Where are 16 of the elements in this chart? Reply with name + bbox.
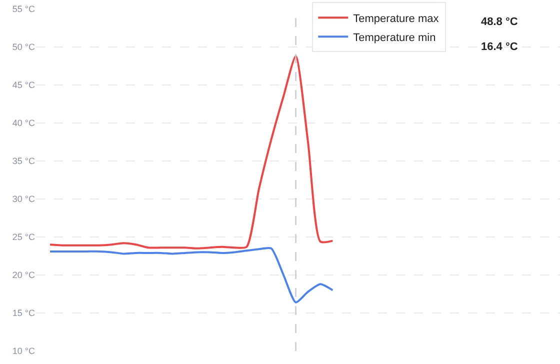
y-tick-label: 10 °C [12, 346, 36, 356]
y-tick-label: 30 °C [12, 194, 36, 204]
annotation: 16.4 °C [481, 41, 518, 53]
legend-label: Temperature max [353, 12, 440, 25]
legend-label: Temperature min [353, 32, 436, 44]
y-tick-label: 35 °C [12, 156, 36, 166]
line-series [49, 246, 334, 304]
y-tick-label: 45 °C [12, 80, 36, 90]
y-tick-label: 15 °C [12, 308, 36, 318]
y-tick-label: 25 °C [12, 232, 36, 242]
y-tick-label: 55 °C [12, 4, 36, 14]
annotation: 48.8 °C [481, 16, 518, 28]
line-series [49, 55, 334, 250]
y-tick-label: 20 °C [12, 270, 36, 280]
y-tick-label: 50 °C [12, 42, 36, 52]
y-tick-label: 40 °C [12, 118, 36, 128]
